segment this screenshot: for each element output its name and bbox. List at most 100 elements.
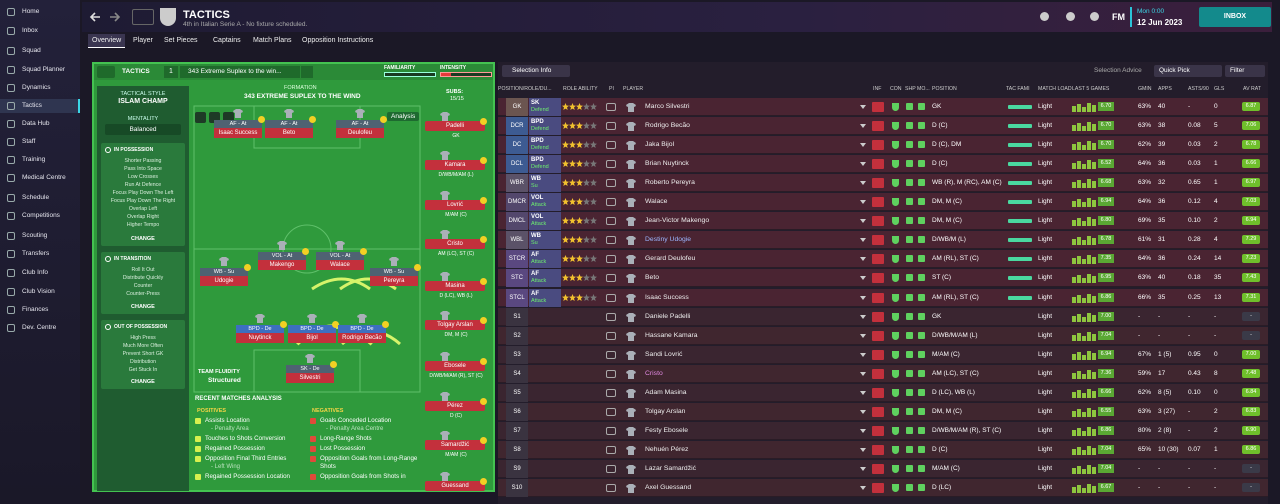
- player-name[interactable]: Hassane Kamara: [645, 331, 698, 339]
- column-header[interactable]: INF: [873, 86, 882, 92]
- nav-item[interactable]: Data Hub: [0, 117, 80, 131]
- player-name[interactable]: Festy Ebosele: [645, 426, 689, 434]
- tab[interactable]: Overview: [88, 34, 126, 48]
- player-name[interactable]: Silvestri: [286, 373, 334, 383]
- table-row[interactable]: DC BPD Defend Jaka Bijol D (C), DM Light 6.70 6…: [498, 136, 1268, 155]
- table-row[interactable]: S9 Lazar Samardžić M/AM (C) Light 7.04 - - - - -: [498, 459, 1268, 478]
- column-header[interactable]: POSITION/ROLE/DU...: [498, 86, 552, 92]
- nav-item[interactable]: Club Info: [0, 266, 80, 280]
- analysis-title[interactable]: RECENT MATCHES ANALYSIS: [195, 396, 282, 402]
- chev[interactable]: [860, 409, 866, 414]
- chev[interactable]: [860, 200, 866, 205]
- nav-item[interactable]: Schedule: [0, 191, 80, 205]
- player-name[interactable]: Jaka Bijol: [645, 141, 675, 149]
- column-header[interactable]: CON: [890, 86, 902, 92]
- sub-name[interactable]: Cristo: [425, 239, 485, 249]
- table-row[interactable]: STC AF Attack Beto ST (C) Light 6.95 63% 40 0.18 3…: [498, 269, 1268, 288]
- column-header[interactable]: MATCH LOAD: [1038, 86, 1072, 92]
- change-button[interactable]: CHANGE: [131, 304, 155, 310]
- tactic-slot[interactable]: 1: [164, 66, 178, 78]
- player-name[interactable]: Sandi Lovrić: [645, 350, 683, 358]
- player-name[interactable]: Axel Guessand: [645, 484, 692, 491]
- sub-name[interactable]: Samardžić: [425, 440, 485, 450]
- column-header[interactable]: PI: [609, 86, 614, 92]
- chev[interactable]: [860, 295, 866, 300]
- chev[interactable]: [860, 371, 866, 376]
- player-name[interactable]: Walace: [316, 260, 364, 270]
- column-header[interactable]: GLS: [1214, 86, 1225, 92]
- chev[interactable]: [860, 486, 866, 490]
- nav-item[interactable]: Tactics: [0, 99, 80, 113]
- player-name[interactable]: Beto: [265, 128, 313, 138]
- chev[interactable]: [860, 428, 866, 433]
- chev[interactable]: [860, 143, 866, 148]
- table-row[interactable]: DMCR VOL Attack Walace DM, M (C) Light 6.94 64%…: [498, 193, 1268, 212]
- table-row[interactable]: S4 Cristo AM (LC), ST (C) Light 7.36 59% 17 0.4…: [498, 364, 1268, 383]
- player-name[interactable]: Tolgay Arslan: [645, 407, 686, 415]
- table-row[interactable]: STCR AF Attack Gerard Deulofeu AM (RL), ST (…: [498, 250, 1268, 269]
- pitch-tool[interactable]: [195, 112, 206, 123]
- chev[interactable]: [860, 105, 866, 109]
- chev[interactable]: [860, 390, 866, 395]
- player-name[interactable]: Beto: [645, 274, 659, 282]
- player-name[interactable]: Pereyra: [370, 276, 418, 286]
- player-name[interactable]: Isaac Success: [214, 128, 262, 138]
- chev[interactable]: [860, 352, 866, 357]
- nav-item[interactable]: Medical Centre: [0, 171, 80, 185]
- column-header[interactable]: MO...: [917, 86, 930, 92]
- sub-name[interactable]: Padelli: [425, 121, 485, 131]
- tab[interactable]: Captains: [213, 37, 241, 44]
- table-row[interactable]: S8 Nehuén Pérez D (C) Light 7.04 65% 10 (30) 0.…: [498, 440, 1268, 459]
- formation-select[interactable]: 343 EXTREME SUPLEX TO THE WIND: [244, 93, 361, 100]
- tab[interactable]: Player: [133, 37, 153, 44]
- nav-item[interactable]: Squad Planner: [0, 63, 80, 77]
- sub-name[interactable]: Tolgay Arslan: [425, 320, 485, 330]
- table-row[interactable]: DCL BPD Defend Brian Nuytinck D (C) Light 6.52…: [498, 155, 1268, 174]
- nav-item[interactable]: Club Vision: [0, 285, 80, 299]
- player-name[interactable]: Udogie: [200, 276, 248, 286]
- selection-info[interactable]: Selection Info: [502, 65, 570, 77]
- mentality-select[interactable]: Balanced: [105, 124, 181, 135]
- inbox-button[interactable]: INBOX: [1199, 7, 1271, 27]
- player-name[interactable]: Brian Nuytinck: [645, 160, 689, 168]
- table-row[interactable]: S2 Hassane Kamara D/WB/M/AM (L) Light 7.04 - -…: [498, 326, 1268, 345]
- chev[interactable]: [860, 276, 866, 281]
- player-name[interactable]: Nuytinck: [236, 333, 284, 343]
- player-name[interactable]: Destiny Udogie: [645, 236, 692, 244]
- player-name[interactable]: Walace: [645, 198, 668, 206]
- selection-advice[interactable]: Selection Advice: [1094, 67, 1142, 74]
- tab[interactable]: Match Plans: [253, 37, 292, 44]
- chev[interactable]: [860, 238, 866, 243]
- table-row[interactable]: WBR WB Su Roberto Pereyra WB (R), M (RC), AM…: [498, 174, 1268, 193]
- player-name[interactable]: Marco Silvestri: [645, 103, 690, 110]
- tactic-name[interactable]: 343 Extreme Suplex to the win...: [180, 66, 300, 78]
- table-row[interactable]: DMCL VOL Attack Jean-Victor Makengo DM, M (C…: [498, 212, 1268, 231]
- nav-item[interactable]: Competitions: [0, 209, 80, 223]
- column-header[interactable]: TAC FAMI: [1006, 86, 1030, 92]
- nav-item[interactable]: Dev. Centre: [0, 321, 80, 335]
- player-name[interactable]: Bijol: [288, 333, 336, 343]
- tab[interactable]: Set Pieces: [164, 37, 198, 44]
- pitch-tool[interactable]: [209, 112, 220, 123]
- nav-item[interactable]: Inbox: [0, 24, 80, 38]
- nav-item[interactable]: Staff: [0, 135, 80, 149]
- player-name[interactable]: Cristo: [645, 369, 663, 377]
- player-name[interactable]: Deulofeu: [336, 128, 384, 138]
- column-header[interactable]: PLAYER: [623, 86, 644, 92]
- player-name[interactable]: Rodrigo Becão: [645, 122, 690, 130]
- column-header[interactable]: POSITION: [932, 86, 957, 92]
- filter[interactable]: Filter: [1225, 65, 1265, 77]
- nav-item[interactable]: Home: [0, 5, 80, 19]
- change-button[interactable]: CHANGE: [131, 236, 155, 242]
- player-name[interactable]: Makengo: [258, 260, 306, 270]
- table-row[interactable]: S5 Adam Masina D (LC), WB (L) Light 6.66 62% 8…: [498, 383, 1268, 402]
- table-row[interactable]: S10 Axel Guessand D (LC) Light 6.67 - - - - -: [498, 479, 1268, 497]
- column-header[interactable]: SHP: [905, 86, 916, 92]
- nav-item[interactable]: Training: [0, 153, 80, 167]
- column-header[interactable]: LAST 5 GAMES: [1072, 86, 1110, 92]
- player-name[interactable]: Nehuén Pérez: [645, 445, 689, 453]
- nav-item[interactable]: Dynamics: [0, 81, 80, 95]
- chev[interactable]: [860, 219, 866, 224]
- table-row[interactable]: S1 Daniele Padelli GK Light 7.00 - - - - -: [498, 307, 1268, 326]
- chev[interactable]: [860, 124, 866, 129]
